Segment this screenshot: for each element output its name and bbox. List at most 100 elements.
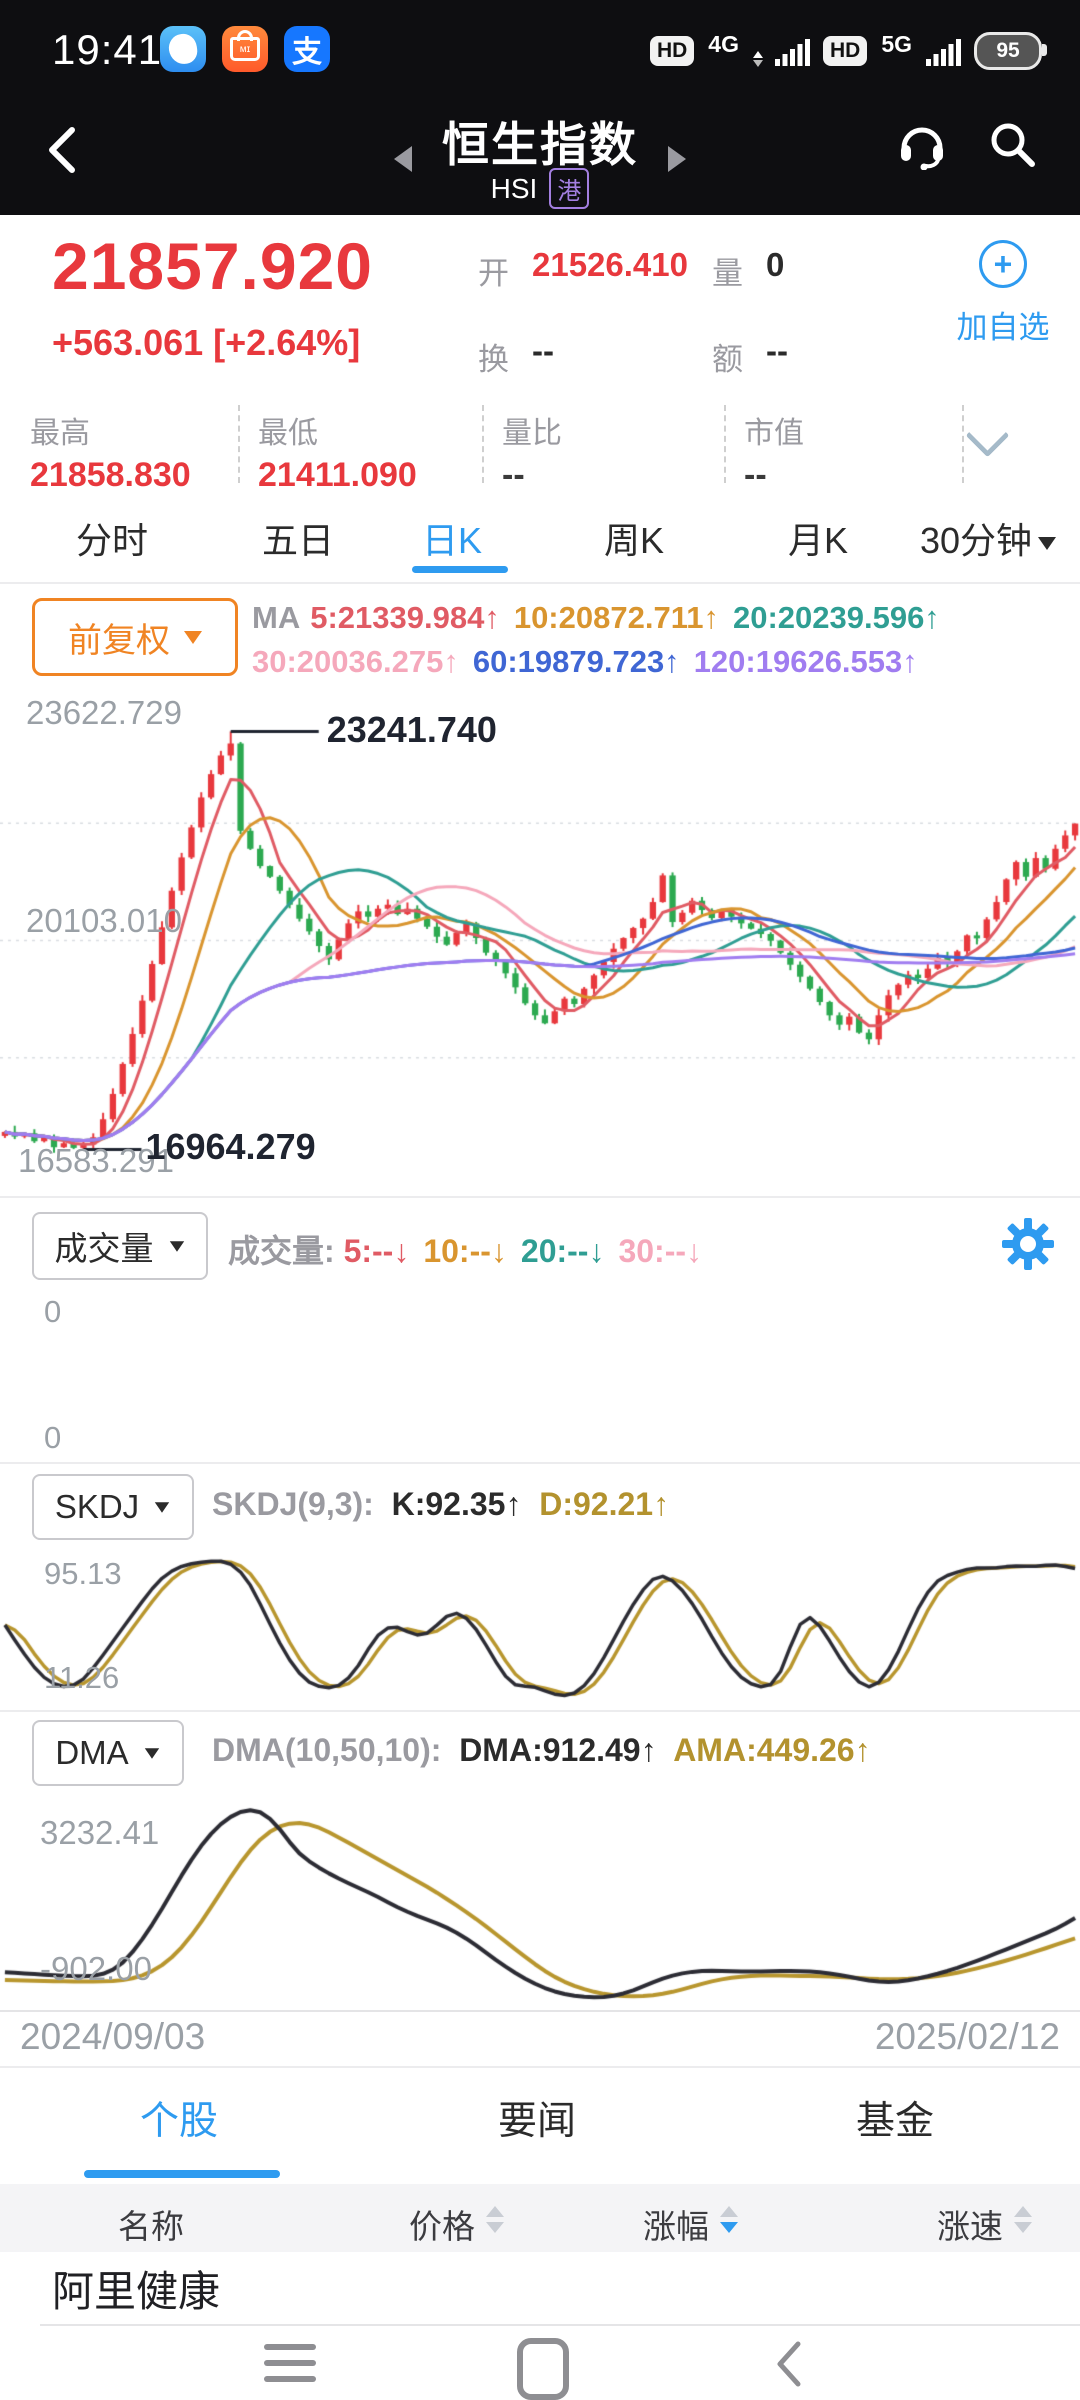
chevron-down-icon <box>169 1240 184 1252</box>
home-button[interactable] <box>517 2338 569 2400</box>
indicator-value: 10:--↓ <box>423 1233 507 1269</box>
chart-start-date: 2024/09/03 <box>20 2016 206 2057</box>
tab-5day[interactable]: 五日 <box>262 520 335 561</box>
column-change-pct[interactable]: 涨幅 <box>643 2208 709 2245</box>
dma-canvas <box>0 1792 1080 2010</box>
skdj-chart-panel[interactable]: 95.13 11.26 <box>0 1548 1080 1708</box>
column-price[interactable]: 价格 <box>409 2208 475 2245</box>
chart-end-date: 2025/02/12 <box>874 2016 1060 2057</box>
messenger-app-icon <box>160 26 206 72</box>
indicator-value: 10:20872.711↑ <box>513 600 719 635</box>
volume-indicator-dropdown[interactable]: 成交量 <box>32 1212 208 1280</box>
dma-value: DMA:912.49↑ <box>459 1732 657 1768</box>
amount-label: 额 <box>712 342 743 377</box>
stock-table-header <box>0 2184 1080 2252</box>
volume-ratio-value: -- <box>502 456 525 494</box>
dma-chart-panel[interactable]: 3232.41 -902.00 <box>0 1792 1080 2012</box>
last-price: 21857.920 <box>52 229 373 303</box>
active-tab-underline <box>412 566 508 573</box>
kline-axis-mid: 20103.010 <box>26 902 182 939</box>
volume-chart-panel[interactable]: 0 0 <box>0 1290 1080 1462</box>
back-arrow-icon <box>777 2341 801 2387</box>
search-button[interactable] <box>986 118 1038 175</box>
chevron-down-icon <box>1038 536 1057 550</box>
volume-axis-top: 0 <box>44 1294 62 1329</box>
customer-service-button[interactable] <box>896 118 948 175</box>
skdj-canvas <box>0 1548 1080 1708</box>
column-name[interactable]: 名称 <box>118 2208 184 2245</box>
alipay-app-icon: 支 <box>284 26 330 72</box>
back-chevron-icon <box>49 127 75 173</box>
turnover-value: -- <box>532 332 554 369</box>
kline-chart-panel[interactable]: 23622.729 20103.010 16583.291 23241.740 … <box>0 690 1080 1195</box>
chevron-down-icon <box>154 1501 170 1513</box>
tab-funds[interactable]: 基金 <box>856 2100 935 2143</box>
chevron-down-icon <box>144 1747 159 1759</box>
ma-values-line1: MA 5:21339.984↑ 10:20872.711↑ 20:20239.596↑ <box>252 600 954 636</box>
status-icons: HD 4G HD 5G 95 <box>649 30 1047 70</box>
tab-30min-dropdown[interactable]: 30分钟 <box>920 512 1057 564</box>
volume-label: 量 <box>712 256 743 291</box>
hd-badge-icon: HD <box>822 36 868 66</box>
battery-icon: 95 <box>974 32 1047 70</box>
speed-sort-icon[interactable] <box>1014 2206 1032 2233</box>
indicator-value: 30:--↓ <box>618 1233 703 1269</box>
ma-prefix: MA <box>252 600 301 635</box>
stock-code: HSI <box>490 172 538 204</box>
skdj-k-value: K:92.35↑ <box>391 1486 522 1522</box>
network-5g-label: 5G <box>881 30 912 57</box>
add-watchlist-label: 加自选 <box>956 310 1050 345</box>
volume-value: 0 <box>766 246 785 283</box>
dma-axis-bottom: -902.00 <box>40 1950 152 1987</box>
indicator-value: 30:20036.275↑ <box>252 644 459 679</box>
prev-stock-arrow-icon[interactable] <box>394 146 412 172</box>
skdj-d-value: D:92.21↑ <box>539 1486 670 1522</box>
market-badge: 港 <box>549 168 590 209</box>
table-row-stock-name[interactable]: 阿里健康 <box>52 2268 221 2315</box>
chart-settings-button[interactable] <box>1000 1216 1056 1277</box>
indicator-value: 20:--↓ <box>520 1233 605 1269</box>
skdj-axis-top: 95.13 <box>44 1556 122 1591</box>
indicator-value: 5:21339.984↑ <box>310 600 500 635</box>
dma-axis-top: 3232.41 <box>40 1814 160 1851</box>
page-title: 恒生指数 <box>442 118 638 171</box>
market-cap-value: -- <box>744 456 767 494</box>
high-label: 最高 <box>30 417 90 450</box>
active-bottom-tab-underline <box>84 2170 280 2178</box>
next-stock-arrow-icon[interactable] <box>668 146 686 172</box>
change-pct-sort-icon[interactable] <box>720 2206 738 2233</box>
volume-axis-bottom: 0 <box>44 1420 62 1455</box>
skdj-values: SKDJ(9,3): K:92.35↑ D:92.21↑ <box>212 1486 669 1523</box>
skdj-indicator-dropdown[interactable]: SKDJ <box>32 1474 194 1540</box>
back-button[interactable] <box>40 122 84 183</box>
open-value: 21526.410 <box>532 246 688 283</box>
dma-formula: DMA(10,50,10): <box>212 1732 442 1768</box>
price-change: +563.061 [+2.64%] <box>52 322 361 363</box>
add-watchlist-button[interactable]: + 加自选 <box>928 240 1078 347</box>
adjust-type-dropdown[interactable]: 前复权 <box>32 598 238 676</box>
volume-prefix: 成交量: <box>228 1233 335 1269</box>
tab-timeline[interactable]: 分时 <box>76 520 149 561</box>
tab-weekly-k[interactable]: 周K <box>604 520 665 561</box>
kline-axis-bottom: 16583.291 <box>18 1142 174 1179</box>
volume-ratio-label: 量比 <box>502 417 562 450</box>
expand-stats-chevron-icon[interactable] <box>965 413 1010 458</box>
tab-stocks[interactable]: 个股 <box>140 2100 219 2143</box>
data-updown-icon <box>752 51 763 67</box>
indicator-value: 5:--↓ <box>343 1233 410 1269</box>
android-back-button[interactable] <box>772 2340 806 2393</box>
recents-button[interactable] <box>264 2344 316 2382</box>
indicator-value: 60:19879.723↑ <box>472 644 680 679</box>
dma-indicator-dropdown[interactable]: DMA <box>32 1720 184 1786</box>
tab-news[interactable]: 要闻 <box>498 2100 577 2143</box>
tab-daily-k[interactable]: 日K <box>422 520 483 561</box>
notification-icons: ᴍɪ 支 <box>160 26 330 72</box>
tab-monthly-k[interactable]: 月K <box>788 520 849 561</box>
market-cap-label: 市值 <box>744 417 804 450</box>
low-value: 21411.090 <box>258 456 417 494</box>
skdj-axis-bottom: 11.26 <box>44 1660 120 1695</box>
indicator-value: 120:19626.553↑ <box>693 644 918 679</box>
column-speed[interactable]: 涨速 <box>937 2208 1003 2245</box>
price-sort-icon[interactable] <box>486 2206 504 2233</box>
